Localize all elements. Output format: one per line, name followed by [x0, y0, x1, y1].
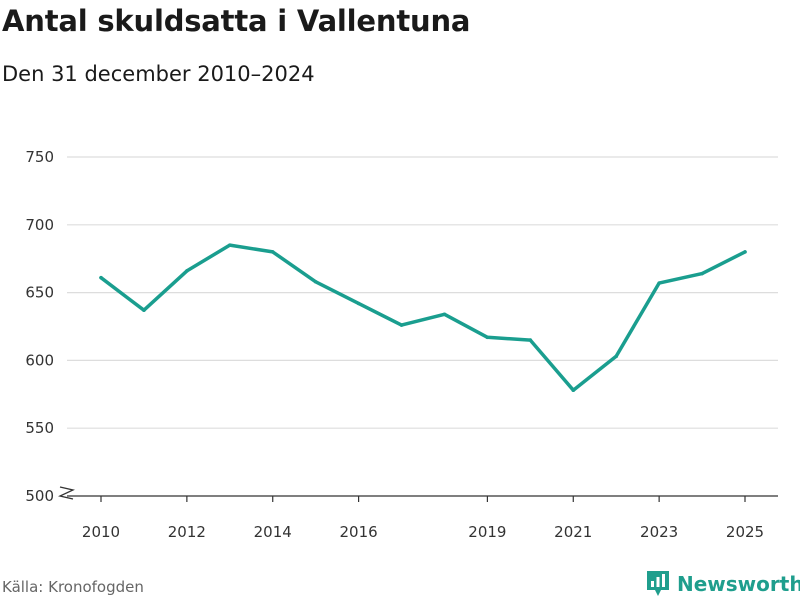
y-tick-label-550: 550 — [25, 419, 54, 437]
x-tick-label-2014: 2014 — [254, 523, 292, 541]
data-point-2024 — [700, 271, 704, 276]
x-tick-label-2019: 2019 — [468, 523, 506, 541]
data-point-2011 — [142, 308, 146, 312]
y-axis-break-icon — [58, 486, 75, 500]
x-tick-label-2010: 2010 — [82, 523, 120, 541]
data-point-2021 — [571, 388, 576, 392]
data-point-2010 — [99, 275, 103, 280]
y-tick-label-650: 650 — [25, 284, 54, 302]
series-line-0 — [99, 243, 747, 392]
data-point-2020 — [528, 338, 533, 342]
newsworthy-logo: Newsworthy — [645, 569, 800, 599]
data-point-2018 — [442, 312, 447, 317]
chart-subtitle: Den 31 december 2010–2024 — [2, 62, 315, 86]
brand-name: Newsworthy — [677, 572, 800, 596]
y-tick-label-750: 750 — [25, 148, 54, 166]
data-point-2017 — [399, 323, 404, 327]
y-tick-label-500: 500 — [25, 487, 54, 505]
data-point-2019 — [485, 335, 490, 340]
data-point-2013 — [228, 243, 232, 247]
y-tick-label-600: 600 — [25, 351, 54, 369]
source-note: Källa: Kronofogden — [2, 578, 144, 596]
data-point-2012 — [185, 269, 189, 273]
data-point-2022 — [614, 354, 618, 359]
x-tick-label-2023: 2023 — [640, 523, 678, 541]
data-point-2023 — [657, 281, 661, 285]
x-tick-label-2012: 2012 — [168, 523, 206, 541]
y-tick-label-700: 700 — [25, 216, 54, 234]
data-point-2016 — [356, 301, 361, 306]
data-point-2025 — [743, 250, 747, 254]
newsworthy-icon — [647, 571, 669, 596]
data-point-2015 — [313, 280, 318, 284]
data-point-2014 — [270, 250, 275, 254]
x-tick-label-2016: 2016 — [340, 523, 378, 541]
x-tick-label-2025: 2025 — [726, 523, 764, 541]
x-tick-label-2021: 2021 — [554, 523, 592, 541]
chart-title: Antal skuldsatta i Vallentuna — [2, 4, 471, 38]
